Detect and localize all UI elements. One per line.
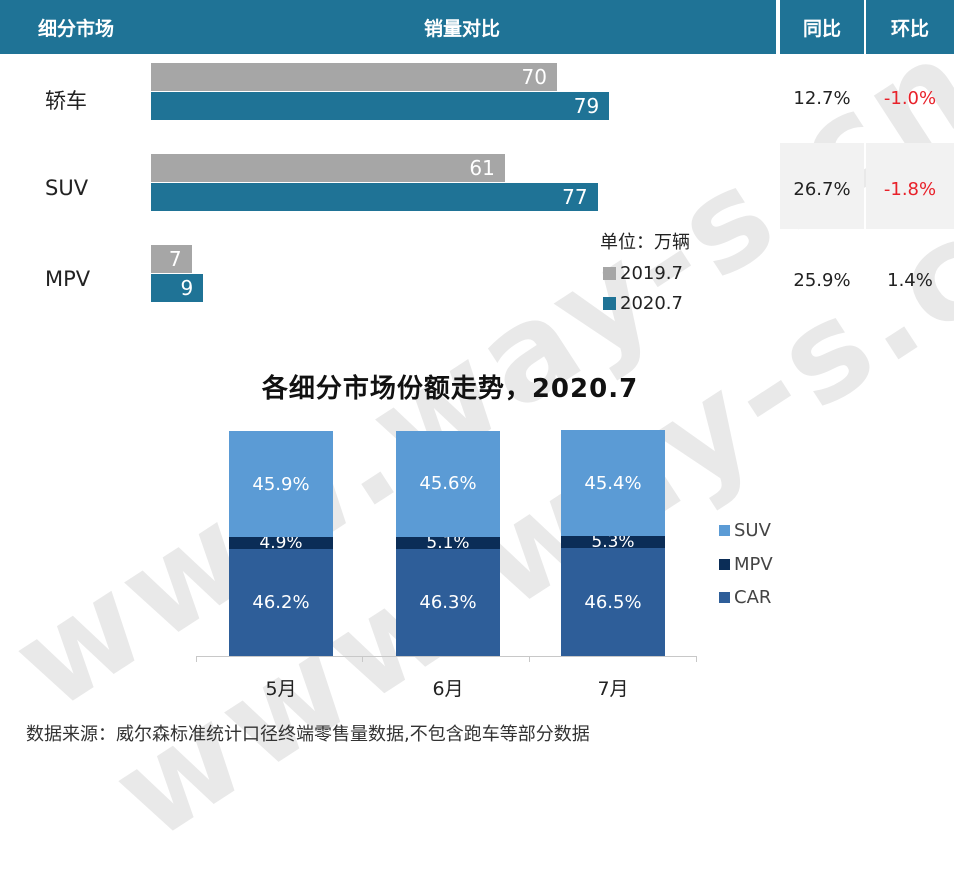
x-label: 6月 [432,678,464,700]
x-tick [529,656,530,662]
x-tick [362,656,363,662]
segment-car: 46.3% [396,548,500,656]
mom-value: -1.0% [883,88,937,109]
segment-car: 46.2% [229,548,333,656]
x-tick [696,656,697,662]
unit-label: 单位：万辆 [600,232,690,253]
source-note: 数据来源：威尔森标准统计口径终端零售量数据,不包含跑车等部分数据 [26,724,590,745]
yoy-value: 26.7% [793,179,851,200]
legend-label-2020: 2020.7 [620,293,683,314]
yoy-cell-bg [780,143,864,229]
mom-cell-bg [866,143,954,229]
legend-label-suv: SUV [734,520,771,541]
legend-label-2019: 2019.7 [620,263,683,284]
legend-2019: 2019.7 [603,263,683,284]
row-label: MPV [45,267,91,291]
bar-2019: 7 [151,245,192,273]
x-label: 5月 [265,678,297,700]
yoy-value: 12.7% [793,88,851,109]
segment-mpv: 5.1% [396,533,500,553]
watermark: www.way-s.cn [87,136,954,869]
header-mom: 环比 [866,0,954,54]
bar-2019: 61 [151,154,505,182]
legend-car: CAR [719,587,771,608]
x-label: 7月 [597,678,629,700]
legend-suv: SUV [719,520,771,541]
mom-value: -1.8% [883,179,937,200]
legend-swatch [719,525,730,536]
legend-label-mpv: MPV [734,554,773,575]
bar-2020: 77 [151,183,598,211]
yoy-value: 25.9% [793,270,851,291]
legend-swatch [719,559,730,570]
legend-2020: 2020.7 [603,293,683,314]
header-segment: 细分市场 [0,0,148,54]
chart-title: 各细分市场份额走势，2020.7 [261,374,639,404]
x-tick [196,656,197,662]
segment-mpv: 5.3% [561,532,665,552]
mom-value: 1.4% [887,270,933,291]
segment-car: 46.5% [561,548,665,656]
segment-mpv: 4.9% [229,533,333,553]
segment-suv: 45.6% [396,430,500,537]
header-sales: 销量对比 [148,0,776,54]
bar-2020: 79 [151,92,610,120]
segment-suv: 45.9% [229,430,333,538]
bar-2020: 9 [151,274,204,302]
legend-swatch [719,592,730,603]
x-axis [196,656,696,657]
legend-swatch [603,297,616,310]
row-label: 轿车 [45,89,87,113]
legend-swatch [603,267,616,280]
bar-2019: 70 [151,63,557,91]
segment-suv: 45.4% [561,430,665,536]
header-yoy: 同比 [780,0,864,54]
row-label: SUV [45,176,89,200]
legend-label-car: CAR [734,587,772,608]
legend-mpv: MPV [719,554,773,575]
